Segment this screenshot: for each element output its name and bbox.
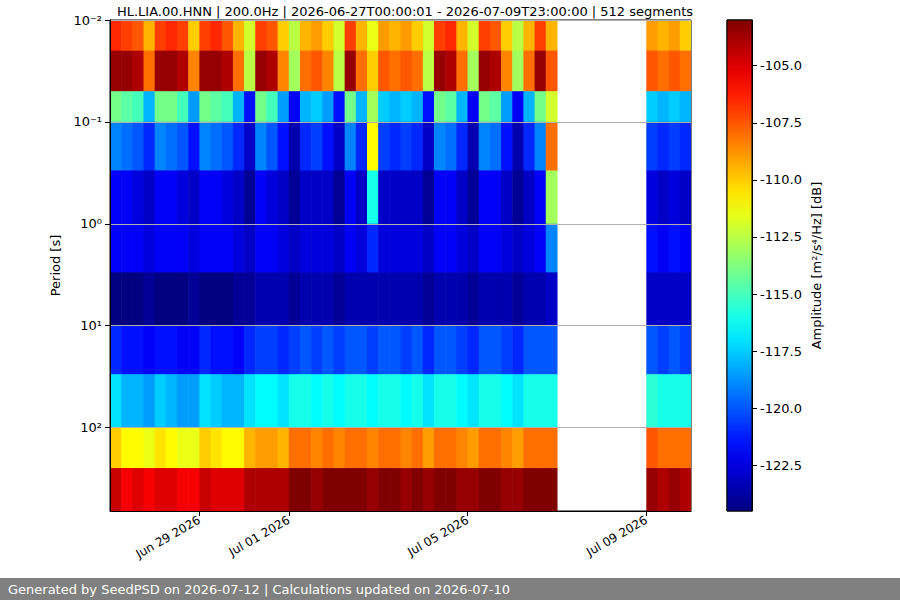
- svg-text:10⁻¹: 10⁻¹: [73, 114, 102, 129]
- svg-text:10¹: 10¹: [80, 318, 102, 333]
- svg-text:-105.0: -105.0: [760, 58, 802, 73]
- svg-text:-107.5: -107.5: [760, 115, 802, 130]
- svg-text:-112.5: -112.5: [760, 229, 802, 244]
- svg-text:Amplitude [m²/s⁴/Hz] [dB]: Amplitude [m²/s⁴/Hz] [dB]: [809, 182, 824, 350]
- svg-text:10²: 10²: [80, 420, 102, 435]
- svg-text:10⁰: 10⁰: [80, 216, 102, 231]
- svg-text:Generated by SeedPSD on 2026-0: Generated by SeedPSD on 2026-07-12 | Cal…: [8, 582, 510, 597]
- svg-text:Period [s]: Period [s]: [48, 235, 63, 297]
- svg-text:Jul 05 2026: Jul 05 2026: [404, 513, 471, 560]
- svg-text:-115.0: -115.0: [760, 287, 802, 302]
- svg-text:HL.LIA.00.HNN | 200.0Hz | 2026: HL.LIA.00.HNN | 200.0Hz | 2026-06-27T00:…: [117, 4, 693, 19]
- svg-text:Jun 29 2026: Jun 29 2026: [133, 513, 203, 562]
- svg-text:-122.5: -122.5: [760, 458, 802, 473]
- svg-text:-110.0: -110.0: [760, 172, 802, 187]
- svg-text:10⁻²: 10⁻²: [73, 13, 102, 28]
- svg-text:Jul 01 2026: Jul 01 2026: [226, 513, 293, 560]
- svg-text:-120.0: -120.0: [760, 401, 802, 416]
- svg-text:Jul 09 2026: Jul 09 2026: [583, 513, 650, 560]
- svg-text:-117.5: -117.5: [760, 344, 802, 359]
